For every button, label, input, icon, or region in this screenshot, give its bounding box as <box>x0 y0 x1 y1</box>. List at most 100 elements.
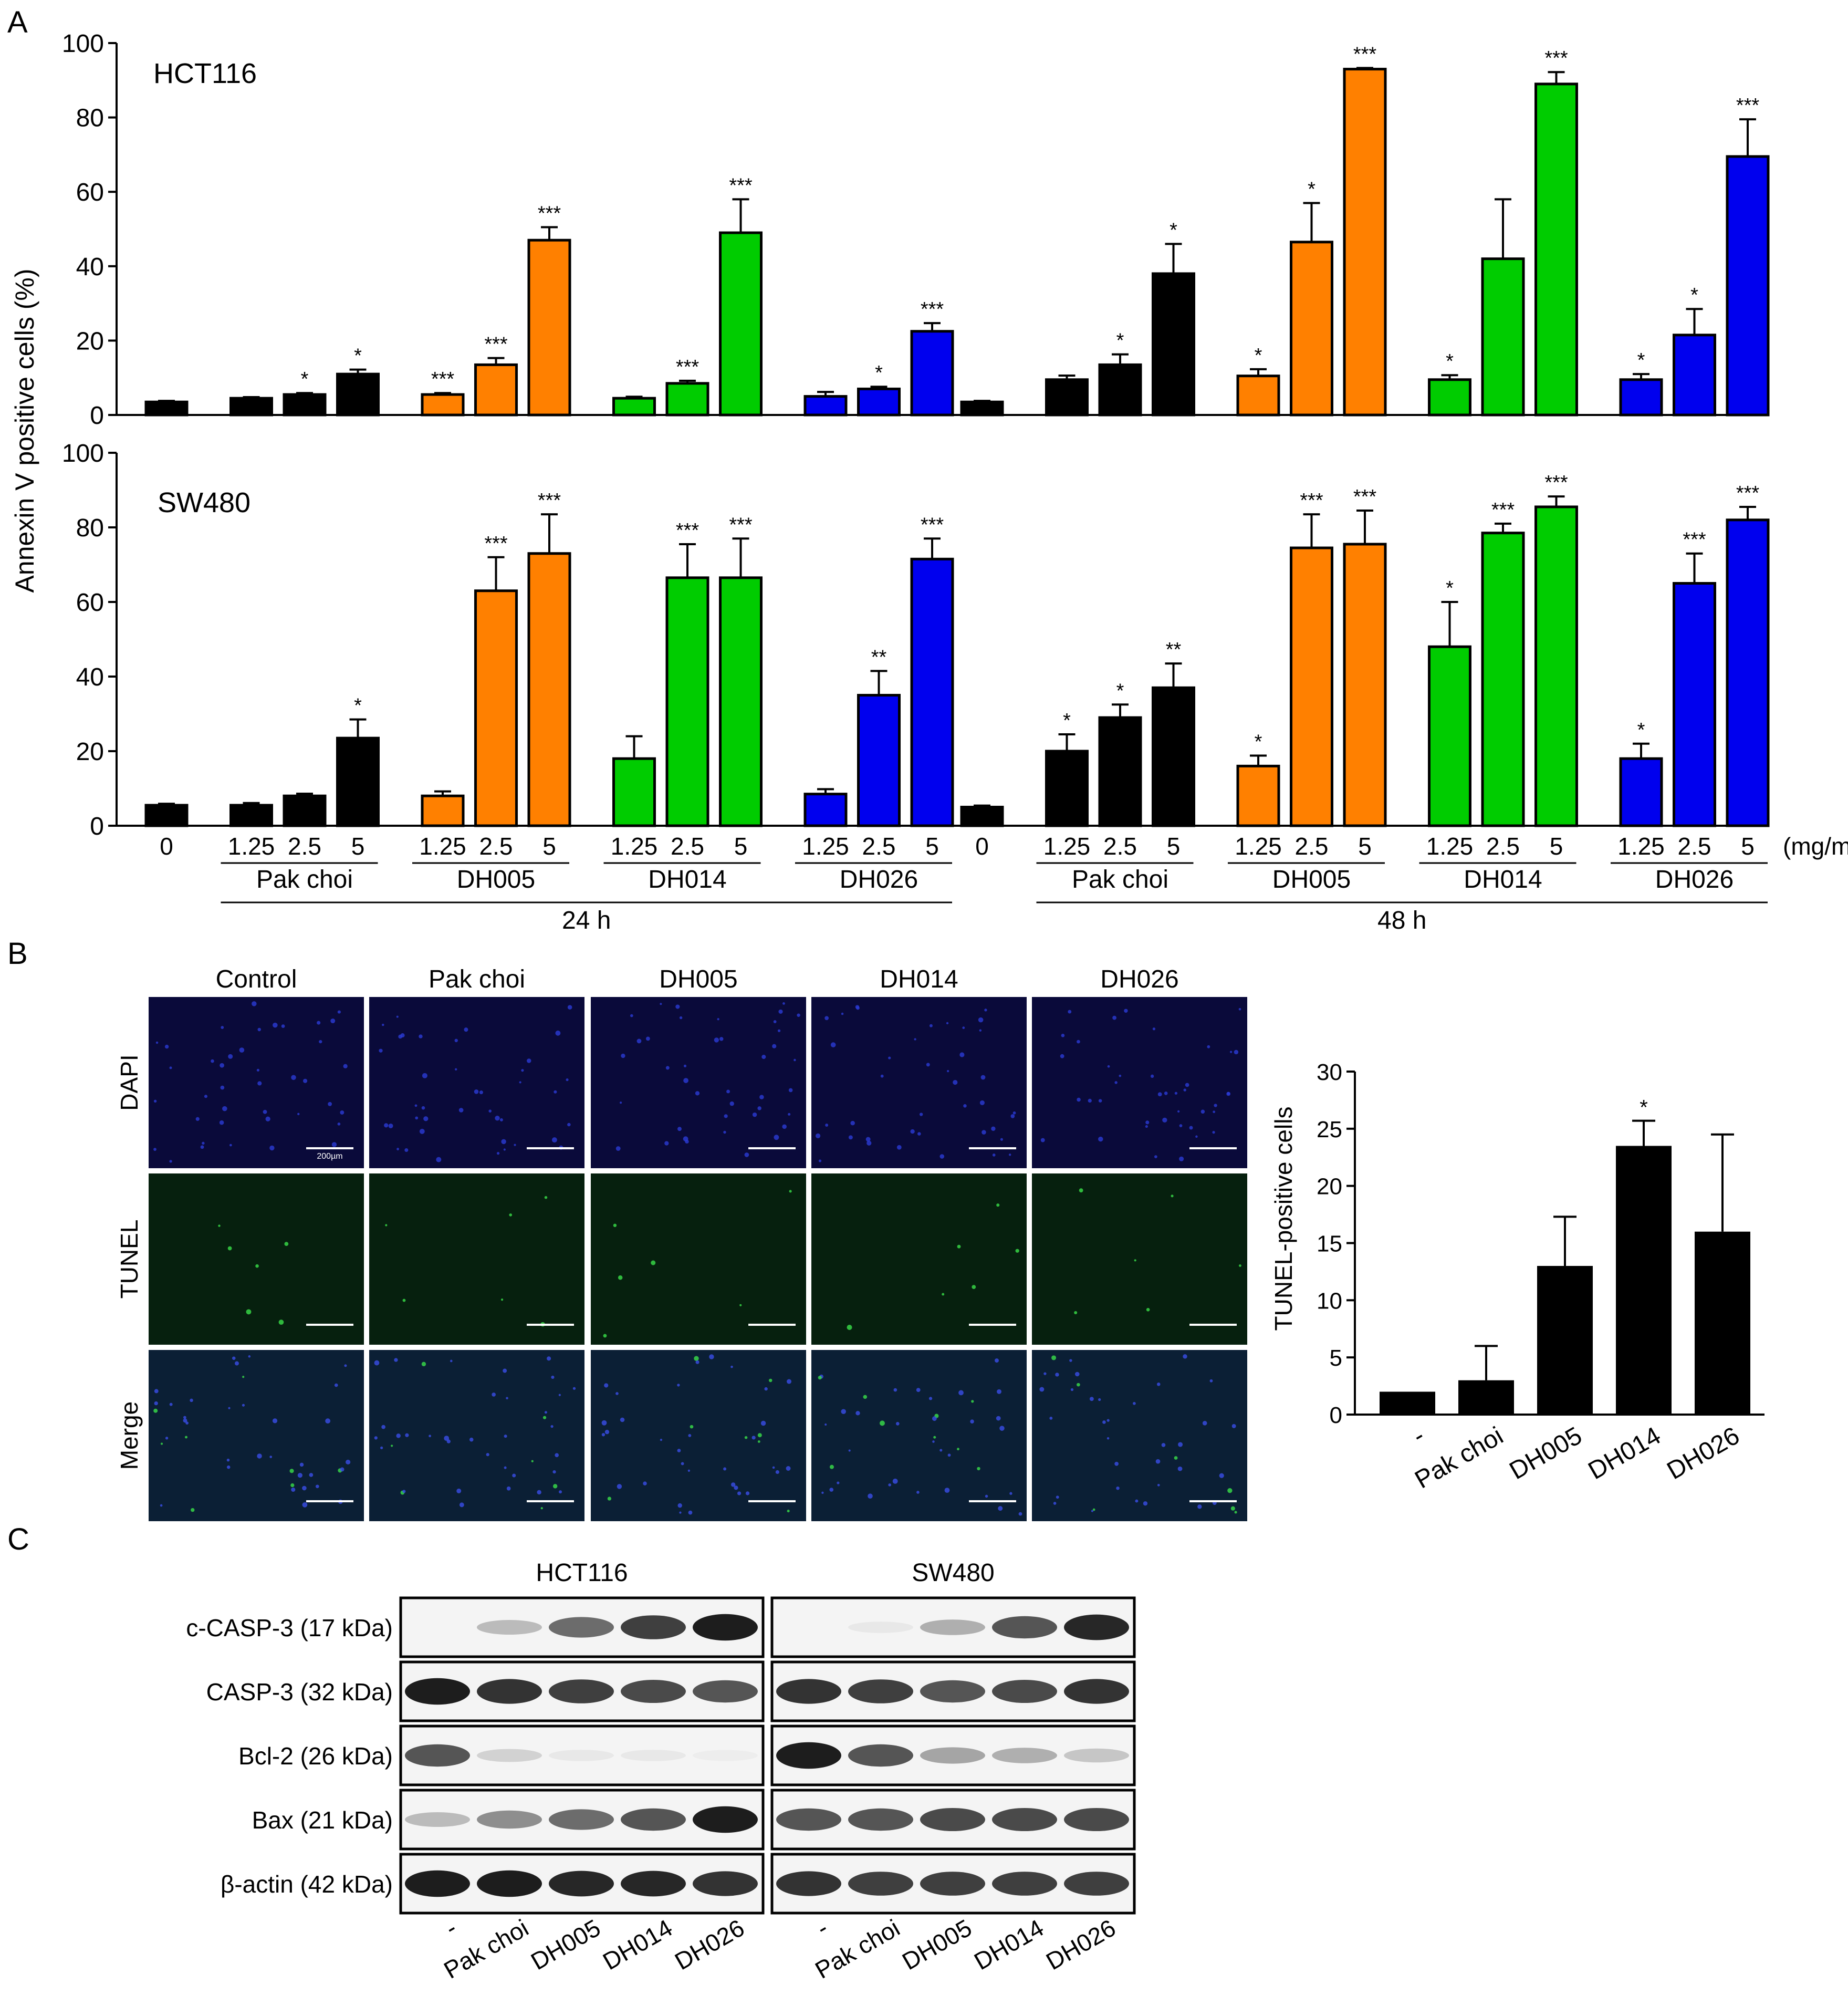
cell-dot <box>531 1460 534 1462</box>
chart-hct116: HCT116 020406080100*********************… <box>62 30 1770 430</box>
cell-dot <box>252 1001 257 1006</box>
cell-dot <box>183 1416 186 1419</box>
group-label: DH005 <box>1272 866 1351 893</box>
cell-dot <box>374 1436 378 1440</box>
cell-dot <box>1009 1492 1012 1495</box>
tunel-bar <box>1380 1391 1435 1415</box>
cell-dot <box>868 1493 873 1499</box>
time-label: 48 h <box>1377 907 1426 934</box>
cell-dot <box>730 1482 736 1487</box>
cell-dot <box>527 1058 531 1063</box>
hct116-bar <box>1481 257 1525 417</box>
hct116-y-tick-label: 0 <box>90 402 104 430</box>
blot-band <box>693 1680 758 1703</box>
cell-dot <box>404 1148 409 1152</box>
cell-dot <box>645 1036 650 1041</box>
cell-dot <box>396 1015 399 1018</box>
cell-dot <box>744 1436 748 1439</box>
cell-dot <box>848 1135 853 1140</box>
cell-dot <box>896 1145 902 1150</box>
cell-dot <box>263 1109 267 1114</box>
cell-dot <box>824 1016 829 1021</box>
cell-dot <box>1012 1111 1016 1115</box>
cell-dot <box>374 1360 380 1366</box>
cell-dot <box>1234 1050 1239 1055</box>
cell-dot <box>519 1081 521 1084</box>
group-label: Pak choi <box>1072 866 1168 893</box>
cell-dot <box>456 1488 462 1493</box>
blot-band <box>549 1871 614 1897</box>
cell-dot <box>1055 1373 1059 1377</box>
cell-dot <box>1077 1383 1080 1387</box>
concentration-label: 1.25 <box>611 833 658 860</box>
sw480-bar <box>719 576 763 827</box>
sw480-bar <box>665 576 709 827</box>
cell-dot <box>160 1504 163 1507</box>
hct116-significance-label: * <box>1116 330 1124 352</box>
cell-dot <box>751 1436 756 1440</box>
cell-dot <box>228 1407 231 1409</box>
cell-dot <box>200 1145 204 1149</box>
cell-dot <box>331 1142 337 1147</box>
cell-dot <box>1177 1110 1180 1113</box>
sw480-bar <box>1726 518 1770 827</box>
cell-dot <box>947 1453 951 1457</box>
cell-dot <box>782 1002 785 1005</box>
hct116-significance-label: * <box>1255 345 1262 367</box>
cell-dot <box>325 1418 331 1424</box>
cell-dot <box>537 1490 541 1495</box>
cell-dot <box>1089 1397 1094 1401</box>
cell-dot <box>690 1425 694 1429</box>
micrograph-merge-tile <box>369 1350 584 1521</box>
cell-dot <box>978 1017 984 1023</box>
cell-dot <box>153 1148 156 1151</box>
micrograph-merge-tile <box>149 1350 364 1521</box>
cell-dot <box>402 1298 406 1302</box>
cell-dot <box>495 1115 500 1121</box>
cell-dot <box>242 1376 245 1378</box>
cell-dot <box>255 1264 259 1268</box>
sw480-y-tick-label: 0 <box>90 813 104 840</box>
cell-dot <box>928 1397 933 1400</box>
cell-dot <box>681 1462 684 1466</box>
cell-dot <box>567 1123 571 1127</box>
hct116-bar <box>803 395 848 417</box>
tunel-y-tick-label: 10 <box>1317 1288 1342 1314</box>
cell-dot <box>995 1358 999 1363</box>
cell-dot <box>664 1141 669 1146</box>
cell-dot <box>957 1244 961 1249</box>
sw480-bar <box>421 794 465 827</box>
sw480-significance-label: ** <box>1166 639 1182 661</box>
cell-dot <box>888 1056 891 1059</box>
hct116-significance-label: * <box>1446 350 1454 372</box>
cell-dot <box>1164 1092 1168 1095</box>
cell-dot <box>1098 1136 1103 1142</box>
sw480-bar <box>960 806 1004 827</box>
cell-dot <box>315 1484 319 1489</box>
blot-band <box>477 1810 542 1829</box>
cell-dot <box>1179 1124 1183 1127</box>
cell-dot <box>191 1508 195 1512</box>
blot-lane-label: DH005 <box>897 1914 976 1976</box>
sw480-significance-label: *** <box>676 519 699 542</box>
cell-dot <box>660 1003 662 1005</box>
cell-dot <box>980 1075 986 1080</box>
cell-dot <box>1157 1483 1160 1487</box>
cell-dot <box>847 1324 852 1330</box>
cell-dot <box>777 1029 781 1032</box>
cell-dot <box>1155 1459 1161 1464</box>
tunel-x-tick-label: DH026 <box>1663 1422 1745 1485</box>
cell-dot <box>1183 1354 1187 1359</box>
cell-dot <box>939 1449 943 1452</box>
cell-dot <box>169 1402 173 1406</box>
cell-dot <box>979 1029 982 1032</box>
blot-lane-label: - <box>812 1914 832 1942</box>
cell-dot <box>769 1378 772 1383</box>
cell-dot <box>185 1421 189 1425</box>
cell-dot <box>1000 1138 1003 1141</box>
cell-dot <box>1150 1074 1154 1078</box>
blot-band <box>992 1748 1057 1763</box>
sw480-bar <box>1673 582 1716 827</box>
blot-band <box>920 1872 985 1896</box>
chart-sw480-title: SW480 <box>158 487 250 518</box>
